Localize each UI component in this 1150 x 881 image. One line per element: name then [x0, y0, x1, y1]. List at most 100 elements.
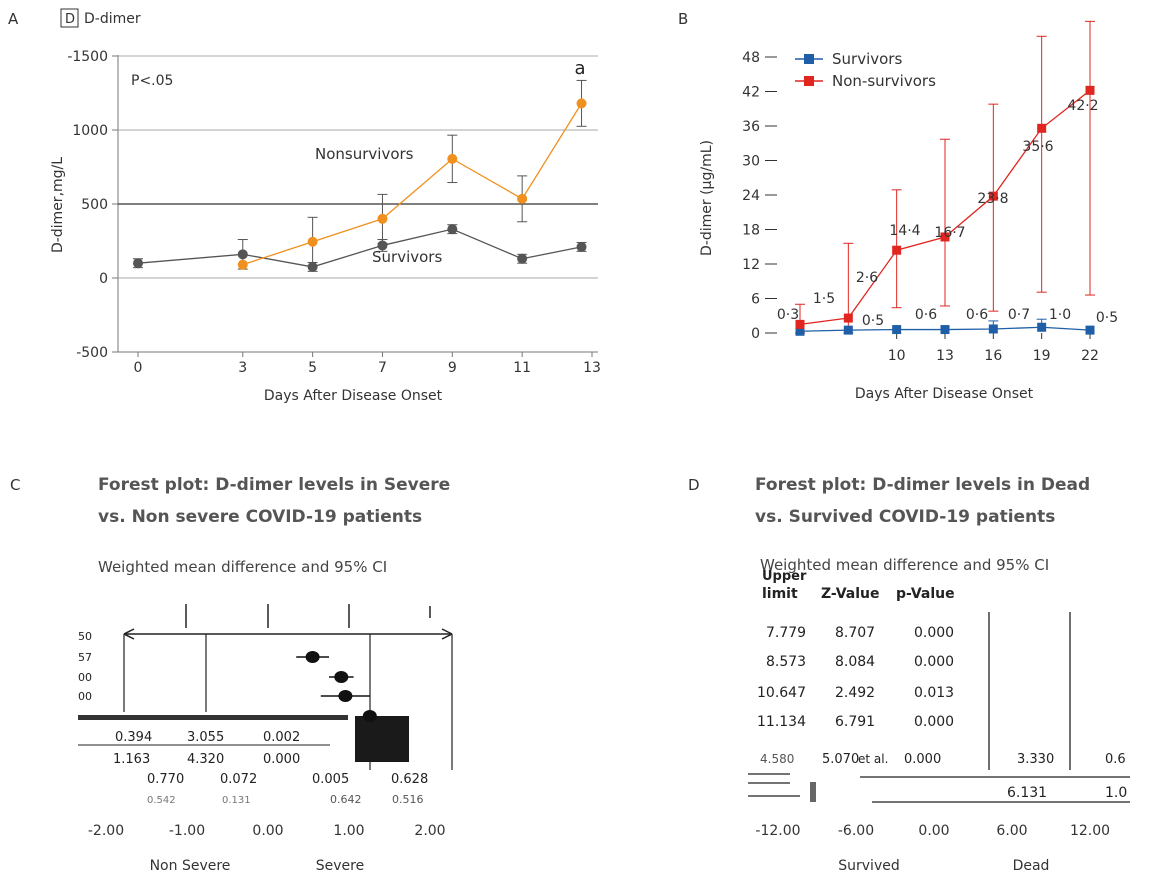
c-row3-col2: 0.072 — [220, 772, 257, 787]
panel-a-boxed-letter-frame — [60, 8, 79, 28]
d-garbled-1: 4.580 — [760, 752, 794, 766]
panel-d-title-line2: vs. Survived COVID-19 patients — [755, 507, 1055, 527]
panel-a-x-tick-label: 9 — [448, 360, 457, 376]
d-row4-upper: 11.134 — [757, 714, 806, 730]
panel-b-data-point — [892, 245, 902, 255]
panel-a-x-tick-label: 13 — [583, 360, 601, 376]
c-summary-box — [355, 716, 409, 762]
panel-b-data-point — [1085, 325, 1095, 335]
panel-a-data-point — [133, 258, 143, 269]
c-x-tick-label: 0.00 — [252, 823, 283, 839]
panel-a-x-tick-label: 3 — [238, 360, 247, 376]
panel-a-data-point — [447, 224, 458, 235]
panel-b-x-tick-label: 10 — [888, 348, 906, 364]
c-point-estimate — [362, 710, 377, 722]
panel-a-series-line — [242, 103, 583, 266]
panel-a-data-point — [307, 261, 318, 272]
d-x-tick-label: 6.00 — [996, 823, 1027, 839]
panel-b-data-label-survivors: 0·5 — [1096, 310, 1118, 326]
panel-b-data-label-nonsurvivors: 1·5 — [813, 291, 835, 307]
panel-a-xlabel: Days After Disease Onset — [264, 388, 443, 404]
legend-nonsurvivors-marker — [804, 76, 814, 86]
panel-b-data-point — [940, 232, 950, 242]
c-row1-col2: 3.055 — [187, 730, 224, 745]
panel-b-y-tick-label: 6 — [751, 292, 760, 308]
d-extra-value2: 1.0 — [1105, 785, 1127, 801]
panel-a-series-label-nonsurvivors: Nonsurvivors — [315, 145, 414, 163]
panel-d: D Forest plot: D-dimer levels in Dead vs… — [688, 475, 1130, 874]
panel-a-x-tick-label: 5 — [308, 360, 317, 376]
panel-b-data-point — [795, 326, 805, 336]
panel-b-data-label-nonsurvivors: 2·6 — [856, 270, 878, 286]
d-row3-p: 0.013 — [914, 685, 954, 701]
c-row3-col1: 0.770 — [147, 772, 184, 787]
c-left-stubs: 57 — [78, 651, 92, 664]
panel-a-ylabel: D-dimer,mg/L — [50, 157, 66, 253]
c-garbled-band — [78, 715, 348, 720]
panel-d-col-upper: Upper — [762, 569, 807, 584]
panel-a-series-label-survivors: Survivors — [372, 248, 442, 266]
panel-c-subtitle: Weighted mean difference and 95% CI — [98, 558, 387, 576]
c-left-stubs: 00 — [78, 690, 92, 703]
panel-a-boxed-letter: D — [65, 12, 75, 27]
panel-a-x-tick-label: 0 — [134, 360, 143, 376]
panel-b-data-label-survivors: 0·6 — [966, 307, 988, 323]
c-point-estimate — [338, 690, 353, 702]
c-right-label: Severe — [316, 858, 364, 874]
d-x-tick-label: 0.00 — [918, 823, 949, 839]
panel-a-data-point — [447, 153, 458, 164]
c-point-estimate — [305, 651, 320, 663]
d-garbled-3: et al. — [858, 752, 888, 766]
c-left-label: Non Severe — [150, 858, 231, 874]
c-x-tick-label: 2.00 — [414, 823, 445, 839]
d-right-label: Dead — [1013, 858, 1050, 874]
c-arrow-right-head — [441, 628, 453, 640]
c-point-estimate — [334, 671, 349, 683]
d-row2-z: 8.084 — [835, 654, 875, 670]
panel-b-data-label-nonsurvivors: 35·6 — [1022, 139, 1053, 155]
legend-nonsurvivors-label: Non-survivors — [832, 72, 936, 90]
panel-a-data-point — [237, 249, 248, 260]
d-row2-upper: 8.573 — [766, 654, 806, 670]
d-x-tick-label: -12.00 — [755, 823, 800, 839]
panel-d-subtitle: Weighted mean difference and 95% CI — [760, 556, 1049, 574]
panel-b-y-tick-label: 18 — [742, 223, 760, 239]
c-left-stubs: 00 — [78, 671, 92, 684]
c-row1-col3: 0.002 — [263, 730, 300, 745]
panel-b-data-label-nonsurvivors: 16·7 — [934, 225, 965, 241]
panel-a-p-text: P<.05 — [131, 73, 173, 89]
panel-b-y-tick-label: 12 — [742, 257, 760, 273]
d-extra-value: 6.131 — [1007, 785, 1047, 801]
legend-survivors-label: Survivors — [832, 50, 902, 68]
panel-a-series-line — [137, 228, 582, 268]
panel-b-x-tick-label: 19 — [1033, 348, 1051, 364]
panel-a-y-tick-label: 0 — [99, 271, 108, 287]
panel-b-y-tick-label: 48 — [742, 50, 760, 66]
panel-d-title-line1: Forest plot: D-dimer levels in Dead — [755, 475, 1090, 495]
c-row2-col3: 0.000 — [263, 752, 300, 767]
c-table: 0.394 3.055 0.002 1.163 4.320 0.000 0.77… — [113, 730, 428, 806]
c-left-stubs: 50 — [78, 630, 92, 643]
d-row3-upper: 10.647 — [757, 685, 806, 701]
panel-a: A D D-dimer D-dimer,mg/L Days After Dise… — [8, 8, 601, 404]
c-row2-col1: 1.163 — [113, 752, 150, 767]
panel-b-data-point — [988, 324, 998, 334]
panel-a-label: D-dimer — [84, 11, 141, 27]
panel-a-y-tick-label: -1500 — [67, 49, 108, 65]
panel-b-ylabel: D-dimer (µg/mL) — [699, 140, 715, 256]
d-row1-z: 8.707 — [835, 625, 875, 641]
panel-c: C Forest plot: D-dimer levels in Severe … — [10, 475, 453, 874]
panel-a-y-tick-label: -500 — [76, 345, 108, 361]
d-row2-p: 0.000 — [914, 654, 954, 670]
panel-a-x-tick-label: 7 — [378, 360, 387, 376]
d-row1-upper: 7.779 — [766, 625, 806, 641]
panel-a-y-tick-label: 1000 — [72, 123, 108, 139]
d-x-tick-label: 12.00 — [1070, 823, 1110, 839]
panel-a-data-point — [576, 98, 587, 109]
panel-b-legend: Survivors Non-survivors — [795, 50, 936, 90]
panel-b-data-label-survivors: 0·5 — [862, 313, 884, 329]
c-arrow-left-head — [123, 628, 135, 640]
c-row2-col2: 4.320 — [187, 752, 224, 767]
panel-b-data-label-nonsurvivors: 14·4 — [889, 223, 920, 239]
panel-d-letter: D — [688, 476, 700, 494]
